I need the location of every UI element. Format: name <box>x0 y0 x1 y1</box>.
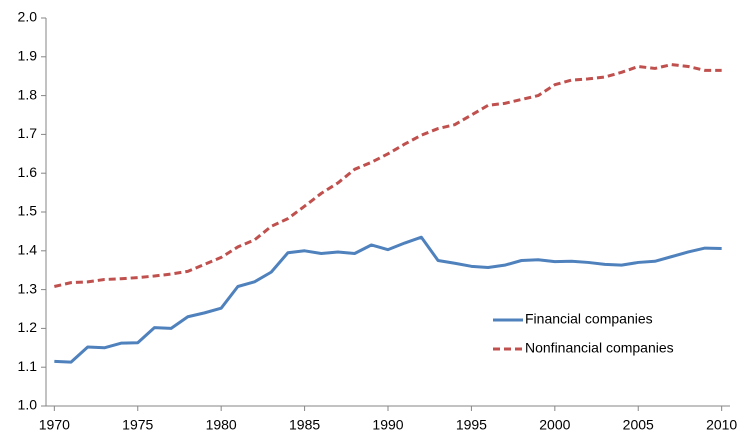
y-tick-label: 1.8 <box>18 86 38 102</box>
x-tick-label: 1970 <box>39 417 70 433</box>
x-tick-label: 1990 <box>372 417 403 433</box>
x-tick-label: 1975 <box>122 417 153 433</box>
y-tick-label: 1.2 <box>18 319 38 335</box>
x-tick-label: 1980 <box>206 417 237 433</box>
y-tick-label: 2.0 <box>18 9 38 25</box>
data-line <box>54 63 722 288</box>
y-tick-label: 1.6 <box>18 164 38 180</box>
x-tick-label: 2000 <box>539 417 570 433</box>
data-line <box>54 235 722 364</box>
y-tick-label: 1.7 <box>18 125 38 141</box>
y-tick-label: 1.0 <box>18 397 38 413</box>
y-tick-label: 1.3 <box>18 280 38 296</box>
legend-label: Financial companies <box>525 311 653 327</box>
y-tick-label: 1.9 <box>18 48 38 64</box>
x-tick-label: 2005 <box>623 417 654 433</box>
y-tick-label: 1.1 <box>18 358 38 374</box>
x-tick-label: 1995 <box>456 417 487 433</box>
x-tick-label: 1985 <box>289 417 320 433</box>
x-tick-label: 2010 <box>706 417 737 433</box>
y-tick-label: 1.4 <box>18 242 38 258</box>
legend-label: Nonfinancial companies <box>525 340 674 356</box>
y-tick-label: 1.5 <box>18 203 38 219</box>
